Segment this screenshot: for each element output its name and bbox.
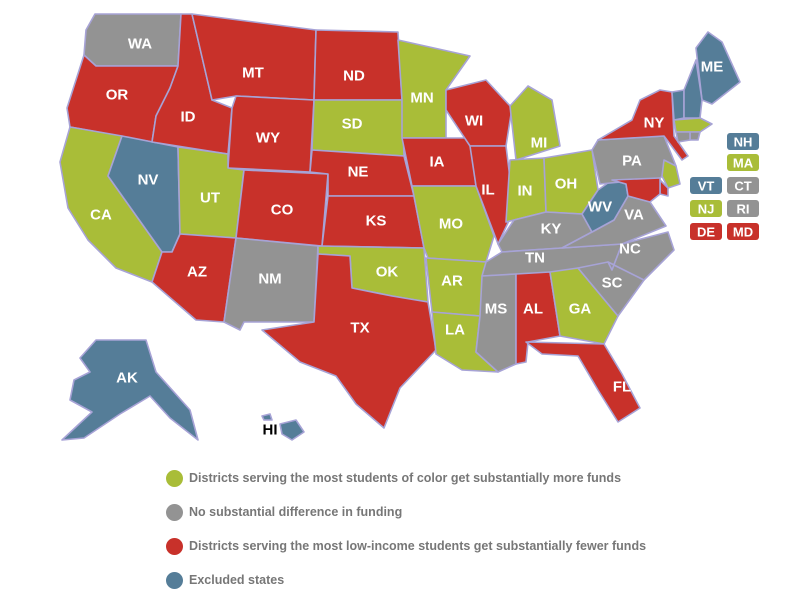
box-label-CT: CT [734,179,751,194]
box-label-VT: VT [698,179,715,194]
legend-item-no-difference: No substantial difference in funding [166,496,766,528]
label-KS: KS [366,213,387,230]
box-CT[interactable]: CT [727,177,759,194]
label-ND: ND [343,68,365,85]
state-TX[interactable] [261,253,437,429]
legend-label: Excluded states [189,573,285,587]
state-MT[interactable] [191,13,317,101]
label-SD: SD [342,116,363,133]
state-ND[interactable] [313,29,403,101]
legend-label: No substantial difference in funding [189,505,403,519]
box-NH[interactable]: NH [727,133,759,150]
label-WY: WY [256,130,280,147]
state-HI-islet[interactable] [261,413,273,421]
box-MD[interactable]: MD [727,223,759,240]
box-label-RI: RI [737,202,750,217]
label-IN: IN [518,183,533,200]
legend-item-fewer-funds: Districts serving the most low-income st… [166,530,766,562]
box-label-DE: DE [697,225,715,240]
state-VT-shape[interactable] [671,89,685,121]
label-UT: UT [200,190,220,207]
box-label-MD: MD [733,225,753,240]
label-NE: NE [348,164,369,181]
legend-swatch-green [166,469,183,487]
box-VT[interactable]: VT [690,177,722,194]
label-GA: GA [569,301,592,318]
state-MD-shape[interactable] [611,177,661,203]
label-AK: AK [116,370,138,387]
label-OH: OH [555,176,578,193]
label-SC: SC [602,275,623,292]
label-IA: IA [430,154,445,171]
label-WV: WV [588,199,612,216]
state-WY[interactable] [227,95,315,173]
label-AR: AR [441,273,463,290]
label-WI: WI [465,113,483,130]
label-CO: CO [271,202,294,219]
legend-item-more-funds: Districts serving the most students of c… [166,462,766,494]
label-LA: LA [445,322,465,339]
state-NJ-shape[interactable] [661,159,681,189]
label-NY: NY [644,115,665,132]
state-FL[interactable] [525,341,641,423]
legend: Districts serving the most students of c… [166,462,766,598]
box-RI[interactable]: RI [727,200,759,217]
legend-label: Districts serving the most students of c… [189,471,622,485]
legend-item-excluded: Excluded states [166,564,766,596]
label-MN: MN [410,90,433,107]
box-MA[interactable]: MA [727,154,759,171]
label-MI: MI [531,135,548,152]
box-DE[interactable]: DE [690,223,722,240]
label-OK: OK [376,264,399,281]
label-MT: MT [242,65,264,82]
label-NV: NV [138,172,159,189]
label-AZ: AZ [187,264,207,281]
state-AK[interactable] [61,339,199,441]
label-IL: IL [481,182,494,199]
box-label-NJ: NJ [698,202,715,217]
state-NH-shape[interactable] [683,59,703,119]
label-NC: NC [619,241,641,258]
state-MS[interactable] [475,273,517,373]
label-OR: OR [106,87,129,104]
state-HI[interactable] [279,419,305,441]
label-PA: PA [622,153,642,170]
label-TX: TX [350,320,369,337]
label-HI: HI [263,422,278,439]
box-label-NH: NH [734,135,753,150]
us-map: WA OR CA NV ID MT WY UT CO AZ NM ND SD N… [59,13,759,441]
label-FL: FL [613,379,631,396]
label-MS: MS [485,301,508,318]
label-ID: ID [181,109,196,126]
legend-swatch-red [166,537,183,555]
state-MI[interactable] [509,85,561,161]
legend-label: Districts serving the most low-income st… [189,539,647,553]
box-label-MA: MA [733,156,754,171]
legend-swatch-blue [166,571,183,589]
box-NJ[interactable]: NJ [690,200,722,217]
label-ME: ME [701,59,724,76]
label-WA: WA [128,36,152,53]
state-MA-shape[interactable] [673,117,713,133]
label-VA: VA [624,207,644,224]
label-MO: MO [439,216,463,233]
label-KY: KY [541,221,562,238]
label-NM: NM [258,271,281,288]
label-CA: CA [90,207,112,224]
label-AL: AL [523,301,543,318]
legend-swatch-gray [166,503,183,521]
state-CT-shape[interactable] [675,131,691,143]
state-IL[interactable] [469,145,515,245]
state-GA[interactable] [549,267,619,345]
label-TN: TN [525,250,545,267]
state-RI-shape[interactable] [689,131,701,141]
